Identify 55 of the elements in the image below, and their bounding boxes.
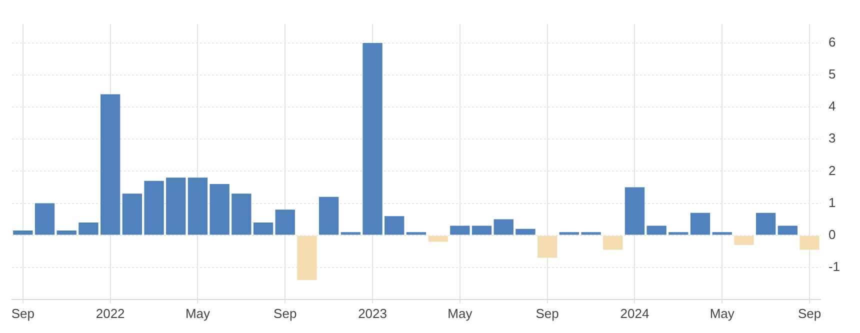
bar xyxy=(646,226,666,235)
bar xyxy=(756,212,776,235)
bar xyxy=(406,232,426,235)
y-tick-label: 2 xyxy=(828,162,836,178)
bar xyxy=(362,43,382,235)
y-tick-label: 1 xyxy=(828,194,836,210)
bar xyxy=(144,180,164,235)
bar xyxy=(122,194,142,235)
x-tick-label: 2024 xyxy=(620,306,650,321)
bar xyxy=(78,222,98,235)
x-tick-label: May xyxy=(448,306,473,321)
bar xyxy=(734,236,754,245)
bar xyxy=(800,236,820,250)
bar xyxy=(668,232,688,235)
x-tick-label: Sep xyxy=(11,306,34,321)
x-tick-label: Sep xyxy=(798,306,822,321)
bar xyxy=(34,203,55,235)
bar xyxy=(188,178,208,235)
bar xyxy=(778,226,798,235)
bar xyxy=(581,232,601,235)
x-tick-label: May xyxy=(710,306,735,321)
bar xyxy=(318,196,339,235)
bar xyxy=(494,219,514,235)
y-tick-label: -1 xyxy=(828,258,840,274)
y-tick-label: 0 xyxy=(828,226,836,242)
bar xyxy=(100,94,120,235)
bar xyxy=(712,232,732,235)
y-tick-label: 3 xyxy=(828,130,836,146)
bar xyxy=(559,232,579,235)
bar xyxy=(603,236,623,250)
x-tick-label: Sep xyxy=(274,306,297,321)
bar xyxy=(232,194,252,235)
bar xyxy=(690,212,710,235)
x-tick-label: Sep xyxy=(536,306,559,321)
bar xyxy=(516,228,536,235)
bar xyxy=(384,216,404,235)
bar xyxy=(166,178,186,235)
bar xyxy=(472,226,492,235)
x-tick-label: May xyxy=(185,306,210,321)
bar xyxy=(624,187,645,235)
bar xyxy=(13,230,33,235)
bar xyxy=(340,232,361,235)
bar xyxy=(537,236,558,258)
bar xyxy=(210,184,230,235)
y-tick-label: 5 xyxy=(828,66,836,82)
bar xyxy=(253,222,274,235)
y-tick-label: 4 xyxy=(828,98,836,114)
bar xyxy=(297,236,317,280)
bar xyxy=(428,236,448,242)
y-tick-label: 6 xyxy=(828,34,836,50)
bar xyxy=(275,210,295,235)
bar xyxy=(56,230,76,235)
x-tick-label: 2022 xyxy=(96,306,125,321)
bar xyxy=(450,226,470,235)
x-tick-label: 2023 xyxy=(358,306,387,321)
